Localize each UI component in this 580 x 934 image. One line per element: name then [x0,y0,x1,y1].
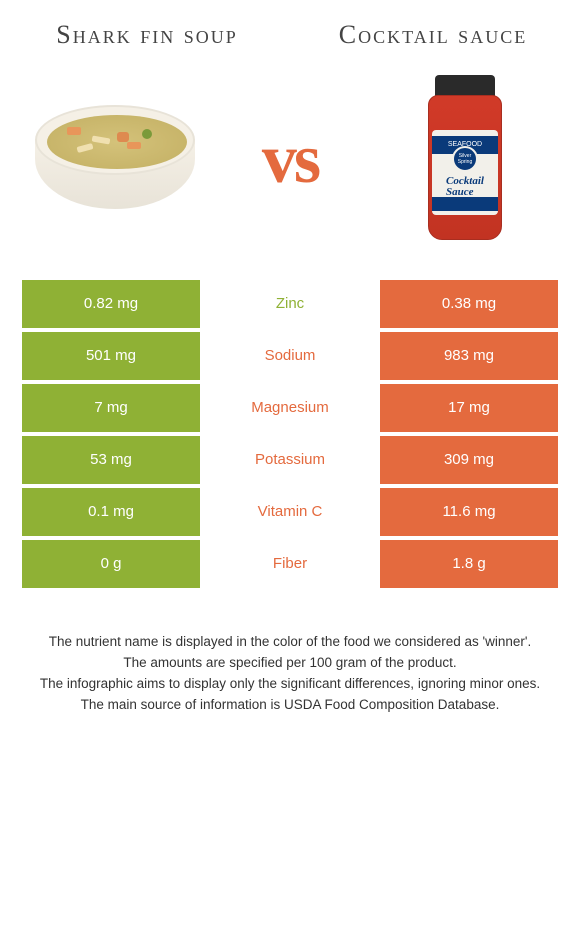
right-value: 309 mg [380,436,558,484]
images-row: vs SEAFOOD SilverSpring CocktailSauce ma… [0,60,580,280]
sauce-jar-icon: SEAFOOD SilverSpring CocktailSauce made … [420,75,510,245]
table-row: 0 gFiber1.8 g [22,540,558,588]
left-value: 501 mg [22,332,200,380]
footer-line: The nutrient name is displayed in the co… [12,632,568,653]
right-value: 983 mg [380,332,558,380]
table-row: 0.82 mgZinc0.38 mg [22,280,558,328]
nutrient-name: Sodium [202,332,378,380]
table-row: 0.1 mgVitamin C11.6 mg [22,488,558,536]
right-food-title: Cocktail sauce [316,20,550,50]
left-value: 53 mg [22,436,200,484]
left-food-image [30,75,200,245]
nutrient-name: Potassium [202,436,378,484]
comparison-table: 0.82 mgZinc0.38 mg501 mgSodium983 mg7 mg… [0,280,580,588]
soup-bowl-icon [30,105,200,215]
nutrient-name: Zinc [202,280,378,328]
titles-row: Shark fin soup Cocktail sauce [0,0,580,60]
nutrient-name: Magnesium [202,384,378,432]
right-value: 11.6 mg [380,488,558,536]
table-row: 53 mgPotassium309 mg [22,436,558,484]
vs-label: vs [262,120,318,200]
footer-line: The main source of information is USDA F… [12,695,568,716]
footer-line: The infographic aims to display only the… [12,674,568,695]
nutrient-name: Vitamin C [202,488,378,536]
footer-notes: The nutrient name is displayed in the co… [0,592,580,716]
right-value: 17 mg [380,384,558,432]
table-row: 7 mgMagnesium17 mg [22,384,558,432]
left-value: 0.82 mg [22,280,200,328]
right-value: 1.8 g [380,540,558,588]
nutrient-name: Fiber [202,540,378,588]
right-food-image: SEAFOOD SilverSpring CocktailSauce made … [380,75,550,245]
left-food-title: Shark fin soup [30,20,264,50]
left-value: 0 g [22,540,200,588]
jar-product-name: CocktailSauce [446,176,484,198]
left-value: 7 mg [22,384,200,432]
jar-brand-circle: SilverSpring [452,146,478,172]
table-row: 501 mgSodium983 mg [22,332,558,380]
left-value: 0.1 mg [22,488,200,536]
right-value: 0.38 mg [380,280,558,328]
footer-line: The amounts are specified per 100 gram o… [12,653,568,674]
